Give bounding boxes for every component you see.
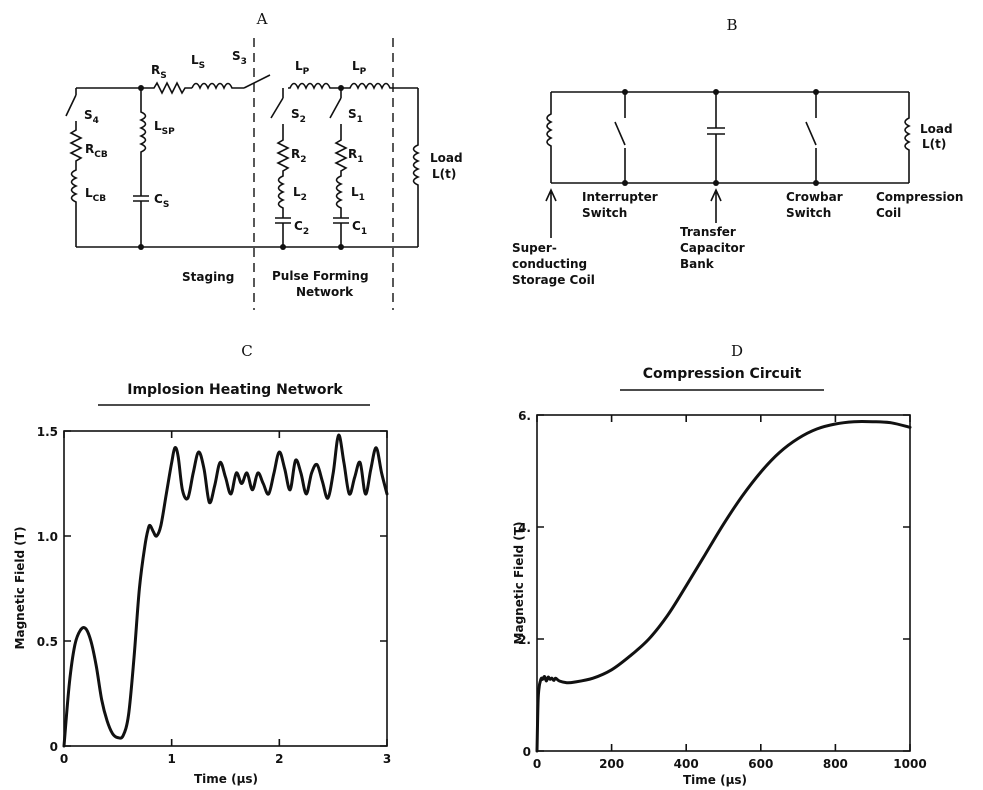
branch-s4 (65, 88, 83, 247)
label-c1: C1 (352, 219, 367, 237)
junction-dot (138, 85, 144, 91)
junction-dot (280, 244, 286, 250)
label-load-b-value: L(t) (922, 137, 946, 151)
label-storage-1: Super- (512, 241, 557, 255)
label-load-a: Load (430, 151, 463, 165)
branch-load-a (412, 88, 420, 247)
label-s4: S4 (84, 108, 99, 126)
storage-coil (546, 92, 553, 183)
label-r2: R2 (291, 147, 307, 165)
junction-dot (813, 180, 819, 186)
label-rs: RS (151, 63, 167, 81)
junction-dot (622, 180, 628, 186)
label-l1: L1 (351, 185, 365, 203)
label-s2: S2 (291, 107, 306, 125)
junction-dot (713, 89, 719, 95)
label-load-b: Load (920, 122, 953, 136)
label-compression: Compression (876, 190, 963, 204)
label-lp-1: LP (295, 59, 310, 77)
junction-dot (713, 180, 719, 186)
label-cs: CS (154, 192, 169, 210)
label-storage-3: Storage Coil (512, 273, 595, 287)
junction-dot (338, 244, 344, 250)
crowbar-switch (805, 92, 817, 183)
label-s1: S1 (348, 107, 363, 125)
panel-label-a: A (256, 10, 268, 28)
junction-dot (138, 244, 144, 250)
interrupter-switch (614, 92, 626, 183)
label-storage-2: conducting (512, 257, 587, 271)
transfer-capacitor (707, 92, 725, 183)
label-rcb: RCB (85, 142, 108, 160)
top-rail-a (76, 74, 418, 95)
compression-coil (904, 92, 911, 183)
label-pulse-forming: Pulse Forming (272, 269, 369, 283)
panel-label-b: B (726, 16, 737, 34)
branch-lsp (133, 88, 149, 247)
label-staging: Staging (182, 270, 234, 284)
junction-dot (338, 85, 344, 91)
junction-dot (813, 89, 819, 95)
label-interrupter-switch: Switch (582, 206, 627, 220)
label-l2: L2 (293, 185, 307, 203)
branch-s1 (329, 88, 349, 247)
arrow-transfer (710, 188, 722, 223)
label-lsp: LSP (154, 119, 175, 137)
label-lp-2: LP (352, 59, 367, 77)
label-crowbar-switch: Switch (786, 206, 831, 220)
label-network: Network (296, 285, 354, 299)
branch-s2 (270, 88, 291, 247)
label-crowbar: Crowbar (786, 190, 843, 204)
label-c2: C2 (294, 219, 309, 237)
label-r1: R1 (348, 147, 364, 165)
label-s3: S3 (232, 49, 247, 67)
label-ls: LS (191, 53, 205, 71)
arrow-storage (545, 188, 557, 238)
label-transfer-1: Transfer (680, 225, 736, 239)
label-load-a-value: L(t) (432, 167, 456, 181)
label-transfer-3: Bank (680, 257, 715, 271)
label-interrupter: Interrupter (582, 190, 658, 204)
junction-dot (622, 89, 628, 95)
label-compression-coil: Coil (876, 206, 901, 220)
label-transfer-2: Capacitor (680, 241, 745, 255)
label-lcb: LCB (85, 186, 106, 204)
